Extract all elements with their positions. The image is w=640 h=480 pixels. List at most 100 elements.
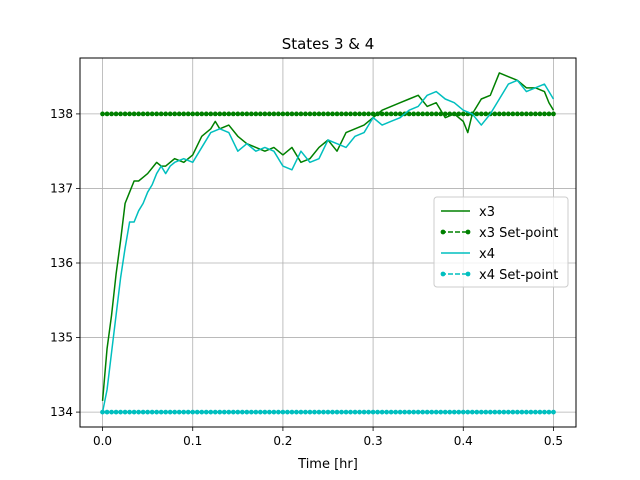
x4-set-point-marker — [352, 409, 358, 415]
x4-set-point-marker — [388, 409, 394, 415]
x3-set-point-marker — [510, 111, 516, 117]
x4-set-point-marker — [348, 409, 353, 415]
x3-set-point-marker — [185, 111, 191, 117]
x4-set-point-marker — [100, 409, 105, 415]
x4-set-point-marker — [542, 409, 547, 415]
x3-set-point-marker — [266, 111, 272, 117]
x4-set-point-marker — [415, 409, 421, 415]
x4-set-point-marker — [393, 409, 399, 415]
x3-set-point-marker — [176, 111, 182, 117]
x4-set-point-marker — [424, 409, 430, 415]
x4-set-point-marker — [406, 409, 412, 415]
x4-set-point-marker — [402, 409, 408, 415]
x4-set-point-marker — [510, 409, 516, 415]
x4-set-point-marker — [253, 409, 259, 415]
x3-set-point-marker — [163, 111, 169, 117]
x3-set-point-marker — [375, 111, 380, 117]
x3-set-point-marker — [424, 111, 430, 117]
x3-set-point-marker — [172, 111, 178, 117]
x3-set-point-marker — [149, 111, 155, 117]
x4-set-point-marker — [546, 409, 552, 415]
x4-set-point-marker — [460, 409, 466, 415]
x4-set-point-marker — [127, 409, 132, 415]
x3-set-point-marker — [154, 111, 160, 117]
x4-set-point-marker — [158, 409, 164, 415]
x4-set-point-marker — [239, 409, 245, 415]
x3-set-point-marker — [442, 111, 448, 117]
legend-marker-x3-set-point — [465, 229, 471, 235]
x3-set-point-marker — [276, 111, 281, 117]
x3-set-point-marker — [537, 111, 543, 117]
legend-label-x4-set-point: x4 Set-point — [479, 268, 558, 283]
x3-set-point-marker — [406, 111, 412, 117]
x4-set-point-marker — [339, 409, 344, 415]
plot-frame — [79, 57, 577, 428]
x3-set-point-marker — [199, 111, 205, 117]
series-layer — [100, 72, 556, 415]
x4-set-point-marker — [492, 409, 498, 415]
x3-set-point-marker — [104, 111, 110, 117]
x4-set-point-marker — [244, 409, 250, 415]
x4-set-point-marker — [203, 409, 209, 415]
x4-set-point-marker — [474, 409, 480, 415]
x4-set-point-marker — [420, 409, 426, 415]
legend-marker-x4-set-point — [465, 271, 471, 277]
x3-set-point-marker — [438, 111, 444, 117]
x3-set-point-marker — [285, 111, 290, 117]
x3-set-point-marker — [221, 111, 227, 117]
x4-line — [101, 79, 555, 413]
chart-title: States 3 & 4 — [282, 35, 375, 53]
x3-set-point-marker — [262, 111, 268, 117]
legend-label-x4: x4 — [479, 247, 495, 262]
x3-set-point-marker — [122, 111, 128, 117]
x4-set-point-marker — [375, 409, 380, 415]
x4-set-point-marker — [172, 409, 178, 415]
x4-set-point-marker — [280, 409, 286, 415]
x3-set-point-marker — [294, 111, 299, 117]
x3-set-point-marker — [352, 111, 358, 117]
x3-set-point-marker — [501, 111, 507, 117]
x3-set-point-marker — [167, 111, 173, 117]
x4-set-point-marker — [109, 409, 114, 415]
legend-marker-x4-set-point — [440, 271, 446, 277]
x3-set-point-marker — [492, 111, 498, 117]
x3-set-point-marker — [505, 111, 511, 117]
x4-set-point-marker — [524, 409, 529, 415]
x3-set-point-marker — [248, 111, 254, 117]
x3-set-point-marker — [316, 111, 322, 117]
x3-set-point-marker — [136, 111, 142, 117]
x3-set-point-marker — [212, 111, 218, 117]
x4-set-point-marker — [149, 409, 155, 415]
x4-set-point-marker — [478, 409, 484, 415]
x3-set-point-marker — [253, 111, 259, 117]
x-tick-label: 0.0 — [93, 434, 112, 448]
x4-set-point-marker — [212, 409, 218, 415]
x3-set-point-marker — [533, 111, 538, 117]
x-tick-label: 0.2 — [273, 434, 292, 448]
x3-set-point-marker — [208, 111, 214, 117]
x3-set-point-marker — [109, 111, 114, 117]
x4-set-point-marker — [307, 409, 313, 415]
x3-set-point-marker — [447, 111, 453, 117]
x4-set-point-marker — [194, 409, 200, 415]
x3-set-point-marker — [456, 111, 462, 117]
x3-set-point-marker — [415, 111, 421, 117]
x3-set-point-marker — [420, 111, 426, 117]
x4-set-point-marker — [343, 409, 349, 415]
x4-set-point-marker — [528, 409, 534, 415]
x3-set-point-marker — [348, 111, 353, 117]
x3-set-point-marker — [203, 111, 209, 117]
x3-set-point-marker — [496, 111, 502, 117]
x3-set-point-marker — [451, 111, 457, 117]
x4-set-point-marker — [136, 409, 142, 415]
x-tick-label: 0.4 — [454, 434, 473, 448]
x4-set-point-marker — [357, 409, 362, 415]
x4-set-point-marker — [316, 409, 322, 415]
y-tick-label: 138 — [50, 107, 73, 121]
x3-set-point-marker — [289, 111, 295, 117]
x4-set-point-marker — [276, 409, 281, 415]
x3-set-point-marker — [483, 111, 489, 117]
x4-set-point-marker — [330, 409, 335, 415]
x4-set-point-marker — [230, 409, 236, 415]
